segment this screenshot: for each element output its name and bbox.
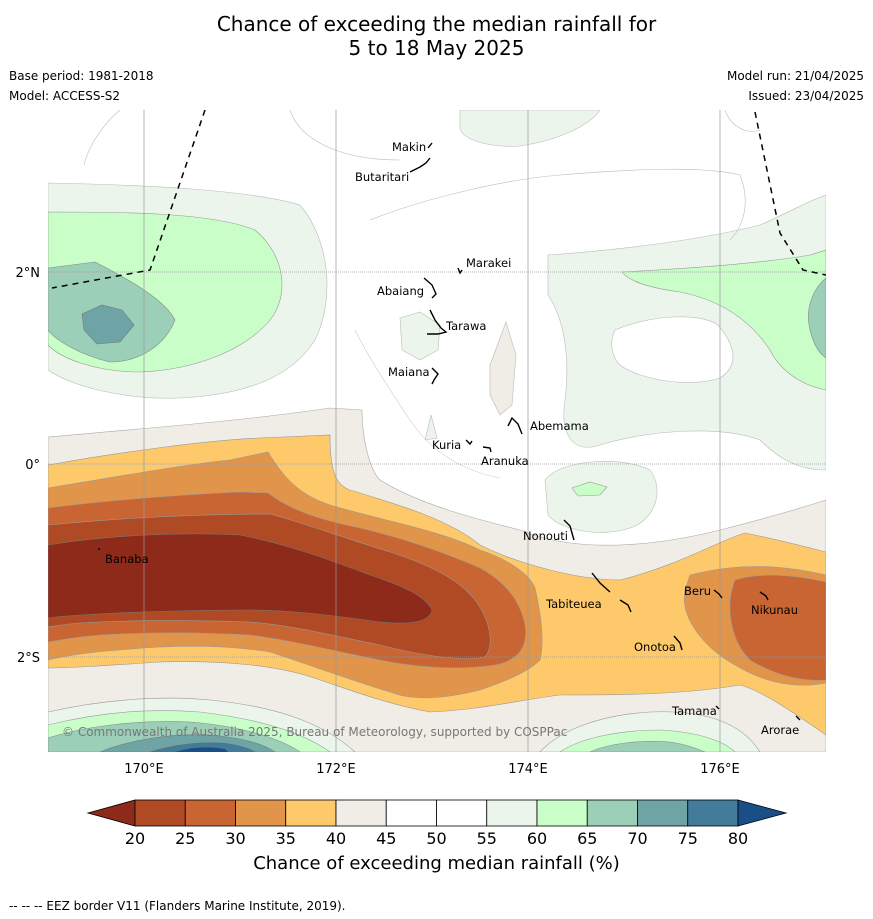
place-label: Butaritari [355,170,409,184]
contour-line-3 [369,168,746,241]
place-label: Kuria [432,438,461,452]
colorbar-tick-label: 75 [678,829,698,848]
colorbar-tick-label: 80 [728,829,748,848]
contour-line-2 [289,110,401,161]
place-label: Makin [392,140,426,154]
title-line-1: Chance of exceeding the median rainfall … [216,12,657,36]
eez-border-east [754,111,826,276]
place-label: Nonouti [523,529,568,543]
colorbar-tick-label: 25 [175,829,195,848]
colorbar-segment [637,799,689,827]
colorbar-segment [235,799,287,827]
islands [98,142,801,721]
place-label: Tarawa [445,319,486,333]
colorbar-label: Chance of exceeding median rainfall (%) [253,853,620,874]
colorbar-segment [486,799,538,827]
lon-label: 174°E [508,762,548,777]
place-label: Aranuka [481,454,529,468]
colorbar-segment [586,799,638,827]
colorbar-extend-high [737,799,788,827]
colorbar-segment [385,799,437,827]
gridlines [48,110,826,752]
contour-65-east [808,277,826,359]
model-name: Model: ACCESS-S2 [9,89,121,103]
place-label: Arorae [761,723,799,737]
contour-line-1 [83,110,121,166]
colorbar-tick-label: 65 [577,829,597,848]
colorbar-segment [687,799,739,827]
lon-label: 176°E [700,762,740,777]
lat-label: 2°S [17,651,40,666]
colorbar-segment [335,799,387,827]
map-title: Chance of exceeding the median rainfall … [0,12,873,60]
place-label: Onotoa [634,640,676,654]
meta-left: Base period: 1981-2018 Model: ACCESS-S2 [9,66,154,106]
contour-60-east [621,249,826,391]
contour-layer: Makin Butaritari Marakei Abaiang Tarawa … [48,110,826,752]
colorbar-tick-label: 45 [376,829,396,848]
colorbar-tick-label: 35 [276,829,296,848]
contour-line-5 [724,110,761,132]
place-label: Maiana [388,365,430,379]
contour-65-southeast [589,741,706,752]
lat-label: 2°N [16,266,41,281]
contour-55-northcenter [459,110,601,147]
colorbar-tick-label: 60 [527,829,547,848]
lat-label: 0° [25,458,40,473]
model-run: Model run: 21/04/2025 [726,69,864,83]
contour-30-east [729,574,826,681]
colorbar-tick-label: 55 [477,829,497,848]
place-label: Beru [684,584,711,598]
base-period: Base period: 1981-2018 [9,69,154,83]
place-label: Abemama [530,419,589,433]
colorbar-tick-label: 30 [225,829,245,848]
contour-45-center [489,321,517,416]
colorbar-tick-label: 50 [426,829,446,848]
colorbar-segment [536,799,588,827]
contour-55-kuria [424,414,438,441]
copyright-notice: © Commonwealth of Australia 2025, Bureau… [62,725,567,739]
place-label: Tamana [671,704,717,718]
colorbar-tick-label: 70 [627,829,647,848]
eez-border-west [51,110,206,289]
contour-60-center [571,481,608,497]
colorbar-ticks: 20 25 30 35 40 45 50 55 60 65 70 75 80 [125,829,748,848]
colorbar-tick-label: 20 [125,829,145,848]
colorbar-segment [184,799,236,827]
issued-date: Issued: 23/04/2025 [748,89,864,103]
place-label: Marakei [466,256,511,270]
contour-55-tarawa [399,311,441,361]
eez-footnote: -- -- -- EEZ border V11 (Flanders Marine… [9,899,346,913]
colorbar-extend-low [86,799,136,827]
contour-line-4 [354,329,501,479]
meta-right: Model run: 21/04/2025 Issued: 23/04/2025 [727,66,864,106]
colorbar-segment [285,799,337,827]
colorbar-segment [436,799,488,827]
contour-80-south [175,747,228,752]
contour-70-west [81,304,135,345]
place-label: Abaiang [377,284,424,298]
colorbar-tick-label: 40 [326,829,346,848]
contour-55-center [544,461,658,533]
contour-60-southeast [559,729,736,752]
lon-label: 170°E [124,762,164,777]
colorbar [86,799,788,827]
place-label: Nikunau [751,603,798,617]
colorbar-segment [134,799,186,827]
title-line-2: 5 to 18 May 2025 [348,36,525,60]
place-label: Tabiteuea [545,597,602,611]
lon-label: 172°E [316,762,356,777]
place-label: Banaba [105,552,149,566]
